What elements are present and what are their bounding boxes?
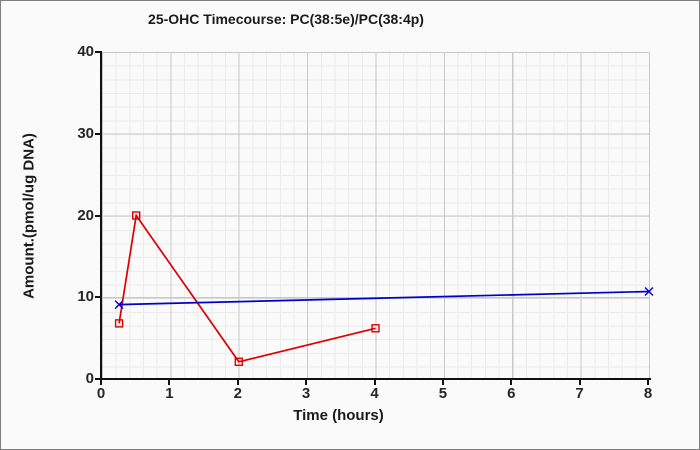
y-tick-mark [95, 51, 100, 53]
x-tick-label: 5 [438, 385, 448, 402]
x-tick-label: 3 [301, 385, 311, 402]
y-tick-mark [95, 296, 100, 299]
x-tick-mark [441, 380, 444, 385]
plot-area [102, 52, 650, 379]
x-tick-label: 6 [507, 385, 516, 402]
y-axis-label: Amount.(pmol/ug DNA) [20, 133, 38, 299]
y-tick-label: 0 [85, 370, 94, 387]
x-tick-label: 1 [165, 385, 174, 402]
y-axis-line [100, 51, 102, 380]
x-tick-mark [100, 380, 102, 385]
x-tick-label: 2 [233, 385, 242, 402]
red-squares-series-marker [371, 324, 380, 333]
x-axis-line [100, 378, 651, 380]
red-squares-series-marker [132, 211, 141, 220]
y-tick-label: 30 [77, 124, 94, 142]
y-tick-mark [95, 378, 100, 380]
y-tick-mark [95, 214, 100, 217]
y-tick-label: 40 [77, 43, 94, 60]
x-tick-mark [373, 380, 376, 385]
blue-x-series-line [119, 290, 650, 306]
chart-title: 25-OHC Timecourse: PC(38:5e)/PC(38:4p) [148, 11, 424, 27]
x-tick-mark [305, 380, 308, 385]
x-tick-label: 4 [370, 385, 379, 402]
data-series-layer [114, 211, 654, 366]
x-tick-mark [168, 380, 171, 385]
y-tick-label: 10 [77, 288, 94, 306]
x-tick-mark [578, 380, 581, 385]
x-tick-mark [647, 380, 649, 385]
x-tick-label: 8 [643, 385, 653, 402]
y-tick-mark [95, 132, 100, 135]
red-squares-series-marker [114, 319, 124, 328]
x-tick-label: 0 [96, 385, 106, 402]
x-tick-mark [236, 380, 239, 385]
red-squares-series-line [118, 213, 376, 363]
y-tick-label: 20 [77, 206, 94, 224]
x-axis-label: Time (hours) [293, 407, 384, 424]
x-tick-mark [510, 380, 513, 385]
x-tick-label: 7 [575, 385, 584, 402]
blue-x-series-marker [644, 287, 654, 296]
red-squares-series-marker [234, 357, 244, 366]
blue-x-series-marker [114, 300, 124, 310]
